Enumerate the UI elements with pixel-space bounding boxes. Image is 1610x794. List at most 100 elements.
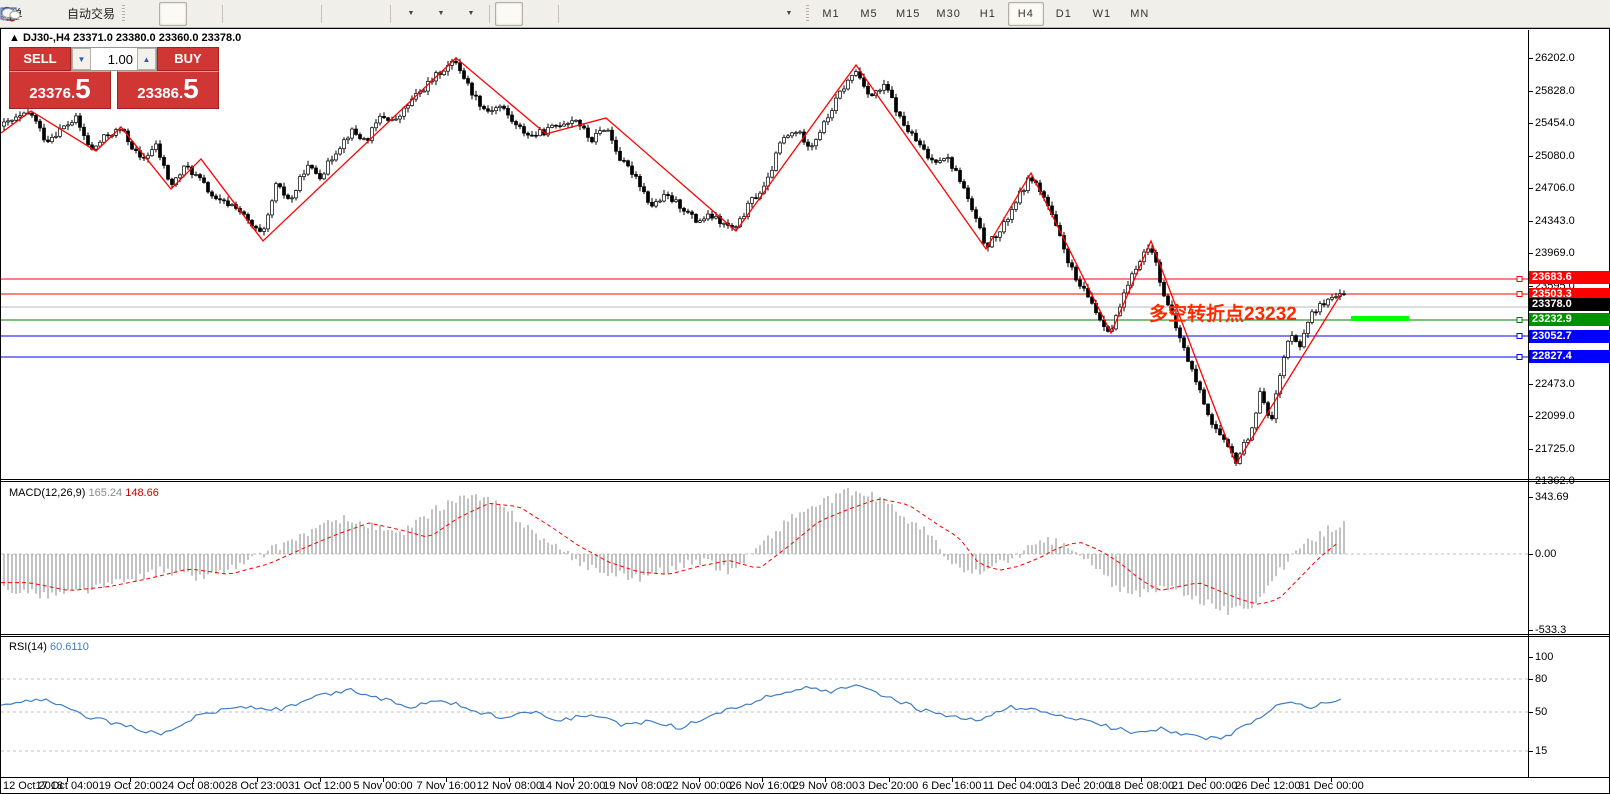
cursor-button[interactable] xyxy=(5,1,524,26)
hline-button[interactable] xyxy=(2,2,622,26)
equidistant-channel-button[interactable]: E xyxy=(1,2,682,26)
chat-button[interactable] xyxy=(1,2,1610,26)
tile-windows-button[interactable] xyxy=(2,2,316,26)
rsi-axis-tick xyxy=(1529,751,1533,752)
buy-price-box[interactable]: 23386.5 xyxy=(117,71,219,109)
timeframe-w1[interactable]: W1 xyxy=(1092,7,1112,20)
timeframe-m5[interactable]: M5 xyxy=(860,7,878,20)
line-handle[interactable] xyxy=(1516,317,1523,323)
timeframe-m1[interactable]: M1 xyxy=(822,7,840,20)
toolbar-grip[interactable] xyxy=(122,4,126,23)
time-axis-line[interactable] xyxy=(1,777,1609,778)
time-label: 3 Dec 20:00 xyxy=(858,780,919,792)
sell-price: 23376.5 xyxy=(29,73,91,104)
chart-annotation-text[interactable]: 多空转折点23232 xyxy=(1149,304,1297,325)
line-handle[interactable] xyxy=(1516,276,1523,282)
trendline-button[interactable] xyxy=(1,2,652,26)
price-badge: 23052.7 xyxy=(1529,330,1610,343)
timeframe-m15[interactable]: M15 xyxy=(896,7,921,20)
time-label: 19 Nov 08:00 xyxy=(603,780,669,792)
price-tick xyxy=(1529,58,1533,59)
line-handle[interactable] xyxy=(1516,333,1523,339)
text-label-button[interactable]: T xyxy=(1,2,772,26)
pane-separator[interactable] xyxy=(1,479,1609,480)
buy-button[interactable]: BUY xyxy=(157,47,219,71)
price-axis-line[interactable] xyxy=(1528,30,1529,778)
macd-plot[interactable] xyxy=(1,483,1528,633)
arrows-button[interactable]: ▼ xyxy=(4,2,802,26)
rsi-plot[interactable] xyxy=(1,638,1528,777)
time-label: 13 Dec 20:00 xyxy=(1045,780,1111,792)
time-tick xyxy=(67,778,68,782)
time-label: 12 Oct 2018 xyxy=(3,780,63,792)
chat-icon xyxy=(1,7,21,21)
fibonacci-button[interactable]: F xyxy=(2,2,712,26)
volume-up-button[interactable]: ▲ xyxy=(137,48,156,70)
time-tick xyxy=(1204,778,1206,782)
buy-price: 23386.5 xyxy=(137,73,199,104)
chart-title: ▲ DJ30-,H4 23371.0 23380.0 23360.0 23378… xyxy=(9,32,242,44)
price-badge: 23503.3 xyxy=(1529,288,1610,301)
macd-label: MACD(12,26,9) 165.24 148.66 xyxy=(9,487,159,499)
price-label: 23969.0 xyxy=(1535,247,1575,259)
chevron-down-icon: ▼ xyxy=(407,10,415,17)
sell-price-box[interactable]: 23376.5 xyxy=(9,71,111,109)
timeframe-h1[interactable]: H1 xyxy=(979,7,996,20)
time-label: 22 Nov 00:00 xyxy=(666,780,732,792)
timeframe-m30[interactable]: M30 xyxy=(936,7,961,20)
rsi-axis-tick xyxy=(1529,679,1533,680)
price-badge: 22827.4 xyxy=(1529,350,1610,363)
timeframe-mn[interactable]: MN xyxy=(1130,7,1150,20)
pane-separator[interactable] xyxy=(1,634,1609,635)
time-label: 18 Dec 08:00 xyxy=(1108,780,1175,792)
line-handle[interactable] xyxy=(1516,291,1523,297)
price-label: 25080.0 xyxy=(1535,150,1575,162)
timeframe-d1[interactable]: D1 xyxy=(1055,7,1072,20)
crosshair-button[interactable] xyxy=(1,2,553,26)
timeframe-h4[interactable]: H4 xyxy=(1007,1,1044,26)
price-label: 25454.0 xyxy=(1535,117,1575,129)
chart-shift-button[interactable] xyxy=(2,2,385,26)
pane-separator[interactable] xyxy=(1,636,1609,637)
time-tick xyxy=(825,778,827,782)
time-tick xyxy=(762,778,764,782)
rsi-value: 60.6110 xyxy=(49,641,89,653)
sell-button[interactable]: SELL xyxy=(9,47,71,71)
volume-down-button[interactable]: ▼ xyxy=(72,48,91,70)
time-label: 6 Dec 16:00 xyxy=(922,780,982,792)
rsi-axis-tick xyxy=(1529,657,1533,658)
zoom-in-button[interactable] xyxy=(2,2,256,26)
toolbar-grip[interactable] xyxy=(806,4,810,23)
volume-input[interactable] xyxy=(91,48,137,70)
price-badge: 23378.0 xyxy=(1529,298,1610,311)
price-tick xyxy=(1529,123,1533,124)
price-badge: 23232.9 xyxy=(1529,313,1610,326)
line-handle[interactable] xyxy=(1516,354,1523,360)
profiles-button[interactable]: ▼ xyxy=(1,2,454,26)
chart-bars-button[interactable] xyxy=(2,2,157,26)
metaeditor-icon[interactable] xyxy=(2,2,59,26)
chart-candles-button[interactable] xyxy=(2,1,188,26)
autotrading-button[interactable]: 自动交易 xyxy=(1,2,118,26)
text-button[interactable]: A xyxy=(3,2,742,26)
rsi-axis-label: 50 xyxy=(1535,706,1548,718)
vline-button[interactable] xyxy=(5,2,592,26)
price-tick xyxy=(1529,416,1533,417)
main-chart-plot[interactable] xyxy=(1,30,1528,478)
auto-scroll-button[interactable] xyxy=(1,2,355,26)
time-tick xyxy=(699,778,700,782)
template-button[interactable]: ▼ xyxy=(0,2,484,26)
zoom-out-button[interactable] xyxy=(2,2,286,26)
highlight-trendline[interactable] xyxy=(1351,316,1409,321)
pane-separator[interactable] xyxy=(1,481,1609,482)
rsi-label: RSI(14) 60.6110 xyxy=(9,641,89,653)
time-tick xyxy=(1331,778,1332,782)
macd-axis-label: -533.3 xyxy=(1535,624,1567,636)
chart-line-button[interactable] xyxy=(1,2,217,26)
time-tick xyxy=(509,778,511,782)
search-button[interactable] xyxy=(1,2,1586,26)
time-label: 26 Dec 12:00 xyxy=(1235,780,1301,792)
price-badge: 23683.6 xyxy=(1529,271,1610,284)
zigzag-line[interactable] xyxy=(1,57,1342,466)
new-chart-button[interactable]: ▼ xyxy=(1,2,424,26)
